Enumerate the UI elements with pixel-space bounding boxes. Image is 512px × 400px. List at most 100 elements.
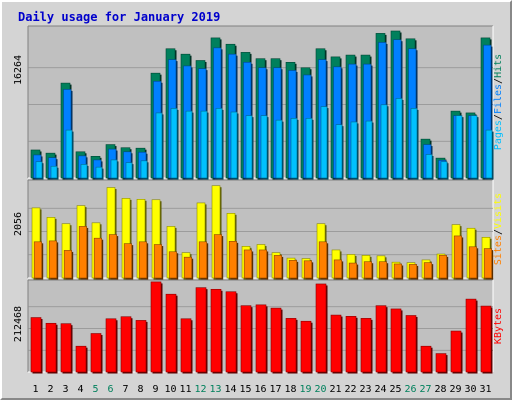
x-tick-label: 10	[164, 384, 176, 395]
middle-bar-sites	[378, 261, 388, 279]
top-series-label-part: Hits	[493, 54, 504, 78]
x-tick-label: 17	[269, 384, 281, 395]
x-tick-label: 14	[224, 384, 236, 395]
x-tick-label: 23	[359, 384, 371, 395]
middle-bar-sites	[213, 234, 222, 279]
bottom-bar-kbytes	[120, 316, 132, 373]
x-tick-label: 15	[239, 384, 251, 395]
top-bar-pages	[320, 106, 328, 179]
top-series-label-part: Files	[493, 84, 504, 114]
top-bar-pages	[95, 166, 103, 179]
bottom-bar-kbytes	[60, 323, 72, 373]
middle-bar-sites	[138, 241, 147, 279]
top-bar-pages	[125, 162, 133, 179]
x-tick-label: 25	[389, 384, 401, 395]
top-bar-pages	[260, 115, 268, 179]
middle-bar-sites	[453, 235, 463, 279]
middle-bar-sites	[333, 259, 343, 279]
top-bar-pages	[50, 165, 58, 179]
bottom-bar-kbytes	[105, 318, 117, 373]
bottom-bar-kbytes	[420, 345, 432, 373]
x-tick-label: 11	[179, 384, 191, 395]
top-bar-pages	[230, 111, 238, 179]
middle-series-label-part: Visits	[493, 193, 504, 229]
middle-bar-sites	[183, 256, 192, 279]
middle-bar-sites	[468, 246, 478, 279]
middle-bar-sites	[423, 262, 433, 279]
middle-bar-sites	[108, 234, 117, 279]
top-bar-pages	[395, 98, 403, 179]
chart-title: Daily usage for January 2019	[18, 10, 220, 24]
x-tick-label: 5	[92, 384, 98, 395]
top-bar-pages	[110, 159, 118, 179]
top-bar-pages	[305, 118, 313, 179]
top-bar-pages	[140, 160, 148, 179]
bottom-bar-kbytes	[360, 318, 372, 373]
bottom-bar-kbytes	[195, 287, 207, 373]
top-bar-pages	[65, 129, 73, 179]
bottom-bar-kbytes	[480, 305, 492, 373]
x-tick-label: 21	[329, 384, 341, 395]
top-bar-pages	[440, 161, 448, 179]
x-tick-label: 7	[122, 384, 128, 395]
middle-bar-sites	[258, 249, 268, 279]
top-ymax-label: 16264	[13, 55, 24, 85]
middle-bar-sites	[288, 260, 298, 279]
x-tick-label: 31	[479, 384, 491, 395]
x-tick-label: 27	[419, 384, 431, 395]
middle-bar-sites	[228, 241, 237, 279]
x-tick-label: 12	[194, 384, 206, 395]
top-bar-pages	[170, 108, 178, 179]
bottom-bar-kbytes	[465, 298, 477, 373]
top-bar-pages	[470, 115, 478, 179]
bottom-bar-kbytes	[375, 305, 387, 373]
x-tick-label: 3	[62, 384, 68, 395]
x-tick-label: 16	[254, 384, 266, 395]
bottom-bar-kbytes	[210, 288, 222, 373]
middle-bar-sites	[63, 250, 73, 279]
top-series-label: Pages/Files/Hits	[493, 54, 504, 150]
bottom-series-label: KBytes	[493, 308, 504, 344]
top-series-label-part: /	[493, 114, 504, 120]
bottom-bar-kbytes	[30, 317, 42, 373]
middle-bar-sites	[408, 264, 418, 279]
x-tick-label: 24	[374, 384, 386, 395]
middle-bar-sites	[243, 249, 252, 279]
x-tick-label: 26	[404, 384, 416, 395]
top-bar-pages	[335, 124, 343, 179]
middle-bar-sites	[483, 248, 493, 279]
x-tick-label: 8	[137, 384, 143, 395]
x-tick-label: 9	[152, 384, 158, 395]
top-bar-pages	[290, 118, 298, 179]
top-bar-pages	[245, 115, 253, 179]
middle-bar-sites	[33, 241, 43, 279]
bottom-ymax-label: 212468	[13, 306, 24, 342]
x-tick-label: 18	[284, 384, 296, 395]
top-bar-pages	[275, 119, 283, 179]
top-bar-pages	[425, 154, 433, 179]
bottom-bar-kbytes	[390, 308, 402, 373]
bottom-bar-kbytes	[405, 315, 417, 373]
bottom-bar-kbytes	[240, 305, 252, 373]
middle-bar-sites	[48, 240, 58, 279]
middle-bar-sites	[393, 263, 403, 279]
bottom-series-label-part: KBytes	[493, 308, 504, 344]
x-tick-label: 13	[209, 384, 221, 395]
top-bar-pages	[365, 120, 373, 179]
top-bar-pages	[155, 112, 163, 179]
bottom-bar-kbytes	[435, 353, 447, 373]
middle-bar-sites	[153, 244, 162, 279]
x-tick-label: 22	[344, 384, 356, 395]
top-bar-pages	[485, 129, 493, 179]
middle-bar-sites	[363, 261, 373, 279]
bottom-bar-kbytes	[225, 291, 237, 373]
bottom-bar-kbytes	[165, 293, 177, 373]
x-tick-label: 28	[434, 384, 446, 395]
bottom-bar-kbytes	[270, 307, 282, 373]
middle-series-label-part: Sites	[493, 235, 504, 265]
x-tick-label: 6	[107, 384, 113, 395]
bottom-bar-kbytes	[90, 333, 102, 373]
bottom-bar-kbytes	[315, 283, 327, 373]
